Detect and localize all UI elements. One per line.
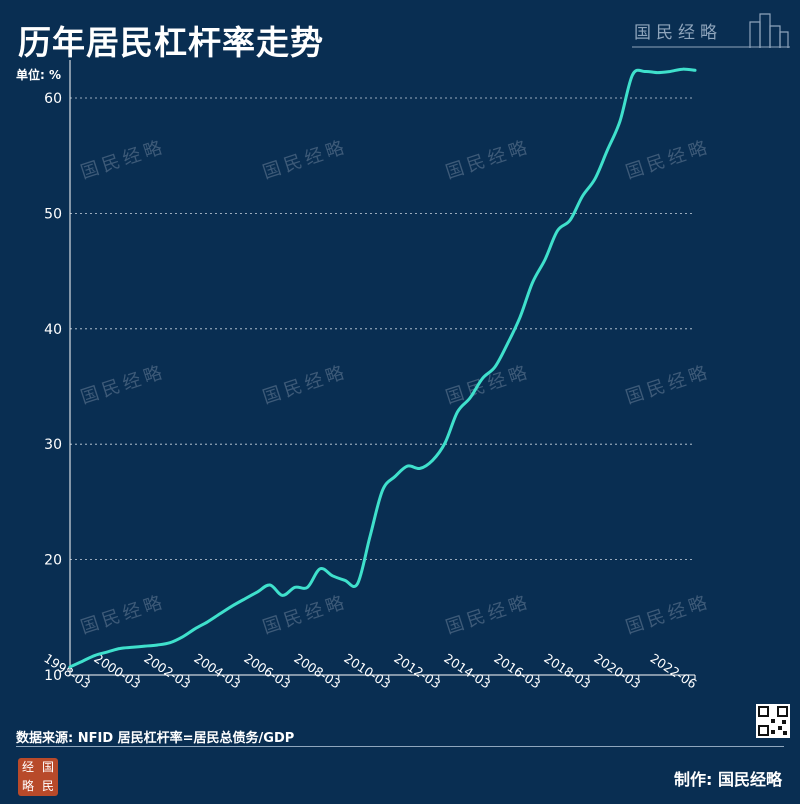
x-tick-label: 2002-03: [141, 650, 193, 691]
y-tick-label: 60: [44, 91, 62, 107]
x-tick-label: 2000-03: [91, 650, 143, 691]
y-tick-label: 40: [44, 322, 62, 338]
y-tick-label: 30: [44, 437, 62, 453]
x-tick-label: 2014-03: [441, 650, 493, 691]
watermark-text: 国民经略: [260, 136, 350, 183]
watermark-text: 国民经略: [78, 136, 168, 183]
qr-code-icon: [756, 704, 790, 738]
y-tick-label: 10: [44, 668, 62, 684]
watermark-text: 国民经略: [78, 361, 168, 408]
series-line: [68, 67, 697, 669]
footer-divider: [16, 746, 784, 747]
watermark-text: 国民经略: [78, 591, 168, 638]
skyline-icon: [632, 13, 790, 48]
x-tick-label: 2020-03: [591, 650, 643, 691]
x-tick-label: 2016-03: [491, 650, 543, 691]
watermark-text: 国民经略: [443, 361, 533, 408]
data-source-note: 数据来源: NFID 居民杠杆率=居民总债务/GDP: [16, 731, 295, 746]
x-tick-label: 2018-03: [541, 650, 593, 691]
watermark-text: 国民经略: [260, 591, 350, 638]
x-tick-label: 2004-03: [191, 650, 243, 691]
x-tick-label: 2006-03: [241, 650, 293, 691]
watermark-text: 国民经略: [623, 591, 713, 638]
x-tick-label: 2022-06: [648, 650, 700, 691]
y-tick-label: 50: [44, 206, 62, 222]
x-tick-label: 2010-03: [341, 650, 393, 691]
x-tick-label: 2012-03: [391, 650, 443, 691]
brand-seal-logo: 经 国 略 民: [18, 758, 58, 796]
brand-name: 国民经略: [634, 23, 722, 43]
brand-logo: 国民经略: [632, 8, 790, 48]
watermark-text: 国民经略: [443, 136, 533, 183]
watermark-text: 国民经略: [623, 361, 713, 408]
x-tick-label: 2008-03: [291, 650, 343, 691]
chart-title: 历年居民杠杆率走势: [18, 23, 324, 62]
y-tick-label: 20: [44, 553, 62, 569]
watermark-text: 国民经略: [443, 591, 533, 638]
watermark-text: 国民经略: [260, 361, 350, 408]
logo-char: 民: [41, 779, 54, 793]
credit-text: 制作: 国民经略: [674, 770, 782, 789]
logo-char: 略: [21, 779, 34, 793]
logo-char: 国: [41, 760, 54, 774]
watermark-text: 国民经略: [623, 136, 713, 183]
logo-char: 经: [21, 760, 34, 774]
y-axis-unit: 单位: %: [16, 68, 62, 82]
